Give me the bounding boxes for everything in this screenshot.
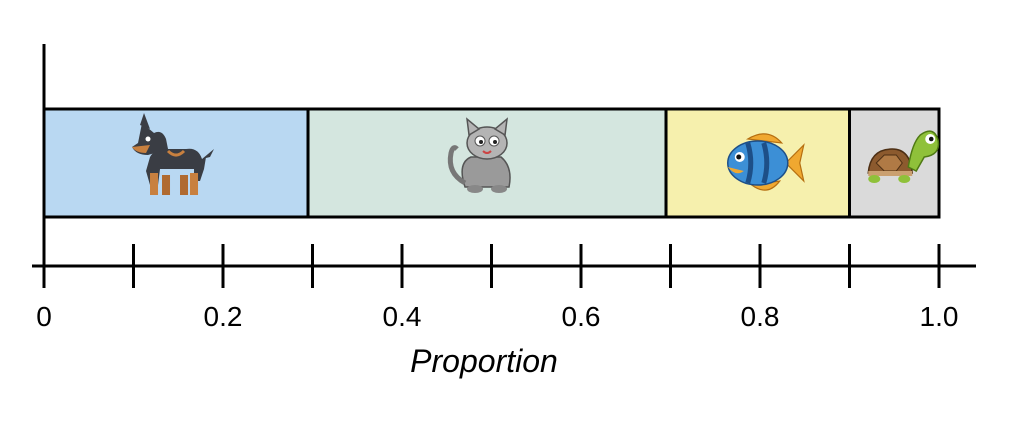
x-tick-label: 0.2 xyxy=(204,301,243,332)
x-axis: 0 0.2 0.4 0.6 0.8 1.0 xyxy=(32,44,976,332)
x-tick-label: 0.8 xyxy=(741,301,780,332)
x-axis-title: Proportion xyxy=(410,343,558,379)
x-tick-label: 1.0 xyxy=(920,301,959,332)
x-tick-label: 0.6 xyxy=(562,301,601,332)
bar-segments xyxy=(42,107,941,219)
x-tick-label: 0.4 xyxy=(383,301,422,332)
x-tick-label: 0 xyxy=(36,301,52,332)
